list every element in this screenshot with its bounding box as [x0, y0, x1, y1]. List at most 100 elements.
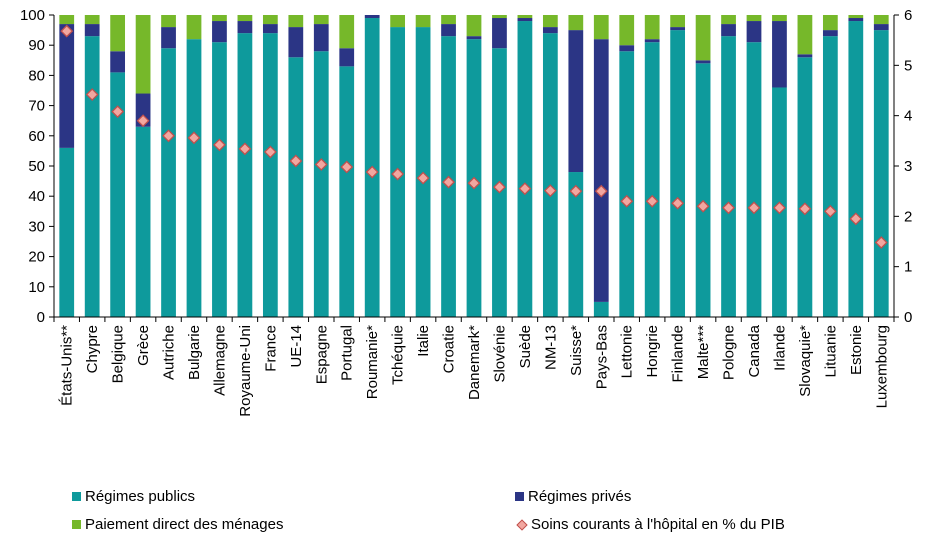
bar-households-18 — [517, 15, 533, 19]
x-tick-label-30: Lituanie — [822, 325, 839, 378]
bar-households-19 — [542, 15, 558, 28]
y-left-tick-10: 10 — [28, 279, 45, 296]
y-left-tick-30: 30 — [28, 218, 45, 235]
bar-households-29 — [797, 15, 813, 55]
bar-households-22 — [619, 15, 635, 46]
y-right-tick-0: 0 — [904, 309, 912, 326]
x-tick-label-7: Royaume-Uni — [237, 325, 254, 417]
bar-households-8 — [262, 15, 278, 25]
bar-households-14 — [415, 15, 431, 28]
bar-private-20 — [568, 30, 584, 173]
x-tick-label-18: Suède — [517, 325, 534, 368]
point-hospital-gdp-3 — [136, 114, 150, 128]
bar-households-25 — [695, 15, 711, 61]
x-tick-label-15: Croatie — [441, 325, 458, 373]
bar-private-9 — [288, 27, 304, 58]
bar-private-12 — [364, 15, 380, 19]
bar-public-6 — [212, 42, 227, 318]
bar-private-26 — [721, 24, 736, 37]
x-tick-label-8: France — [262, 325, 279, 372]
bar-public-7 — [237, 33, 253, 318]
y-right-tick-1: 1 — [904, 259, 912, 276]
point-hospital-gdp-24 — [671, 196, 685, 210]
x-tick-label-16: Danemark* — [466, 325, 483, 400]
point-hospital-gdp-19 — [543, 184, 557, 198]
point-hospital-gdp-21 — [594, 184, 608, 198]
bar-private-1 — [84, 24, 100, 37]
bar-private-29 — [797, 54, 813, 58]
bar-public-24 — [670, 30, 686, 317]
bar-households-3 — [135, 15, 151, 94]
point-hospital-gdp-26 — [722, 201, 735, 215]
bar-private-0 — [59, 24, 75, 148]
x-tick-label-23: Hongrie — [644, 325, 661, 378]
bar-households-16 — [466, 15, 482, 37]
point-hospital-gdp-2 — [111, 105, 125, 119]
bar-private-6 — [212, 21, 227, 43]
bar-households-31 — [848, 15, 864, 19]
bar-households-32 — [873, 15, 889, 25]
bar-households-21 — [593, 15, 609, 40]
bar-households-17 — [492, 15, 507, 19]
x-tick-label-14: Italie — [415, 325, 432, 357]
point-hospital-gdp-31 — [849, 212, 863, 226]
bar-public-5 — [186, 39, 202, 317]
bar-households-7 — [237, 15, 253, 22]
x-tick-label-28: Irlande — [771, 325, 788, 371]
x-tick-label-26: Pologne — [721, 325, 738, 380]
bar-private-31 — [848, 18, 864, 22]
x-tick-label-2: Belgique — [110, 325, 127, 383]
bar-public-1 — [84, 36, 100, 317]
y-left-tick-60: 60 — [28, 128, 45, 145]
x-tick-label-22: Lettonie — [619, 325, 636, 378]
bar-households-9 — [288, 15, 304, 28]
x-tick-label-1: Chypre — [84, 325, 101, 373]
x-tick-label-4: Autriche — [161, 325, 178, 380]
bar-public-19 — [542, 33, 558, 318]
bar-public-27 — [746, 42, 762, 318]
bar-households-5 — [186, 15, 202, 40]
y-left-tick-70: 70 — [28, 98, 45, 115]
bar-public-29 — [797, 57, 813, 317]
x-tick-label-19: NM-13 — [542, 325, 559, 370]
x-tick-label-0: États-Unis** — [59, 325, 76, 406]
x-tick-label-5: Bulgarie — [186, 325, 203, 380]
bar-households-20 — [568, 15, 584, 31]
point-hospital-gdp-25 — [696, 199, 710, 213]
bar-public-23 — [644, 42, 660, 318]
bar-private-10 — [313, 24, 329, 52]
bar-public-21 — [593, 301, 609, 317]
bar-public-18 — [517, 21, 533, 317]
x-tick-label-6: Allemagne — [211, 325, 228, 396]
point-hospital-gdp-10 — [314, 158, 328, 171]
bar-households-10 — [313, 15, 329, 25]
bar-private-8 — [262, 24, 278, 34]
bar-private-2 — [110, 51, 126, 73]
x-tick-label-17: Slovénie — [491, 325, 508, 383]
bar-households-27 — [746, 15, 762, 22]
markers-layer — [60, 24, 888, 249]
y-left-tick-0: 0 — [37, 309, 45, 326]
point-hospital-gdp-32 — [874, 236, 888, 249]
point-hospital-gdp-11 — [340, 160, 354, 174]
x-tick-label-31: Estonie — [848, 325, 865, 375]
bar-public-26 — [721, 36, 736, 317]
y-right-tick-4: 4 — [904, 108, 912, 125]
bar-households-24 — [670, 15, 686, 28]
x-tick-label-12: Roumanie* — [364, 325, 381, 399]
point-hospital-gdp-13 — [391, 167, 405, 181]
point-hospital-gdp-1 — [85, 88, 99, 101]
bar-private-21 — [593, 39, 609, 302]
bar-households-2 — [110, 15, 126, 52]
bar-private-16 — [466, 36, 482, 40]
x-tick-label-13: Tchéquie — [390, 325, 407, 385]
bar-households-26 — [721, 15, 736, 25]
x-tick-label-10: Espagne — [313, 325, 330, 384]
point-hospital-gdp-30 — [823, 204, 837, 218]
bar-private-17 — [492, 18, 507, 49]
x-tick-label-20: Suisse* — [568, 325, 585, 376]
point-hospital-gdp-7 — [238, 142, 252, 156]
bar-public-9 — [288, 57, 304, 317]
